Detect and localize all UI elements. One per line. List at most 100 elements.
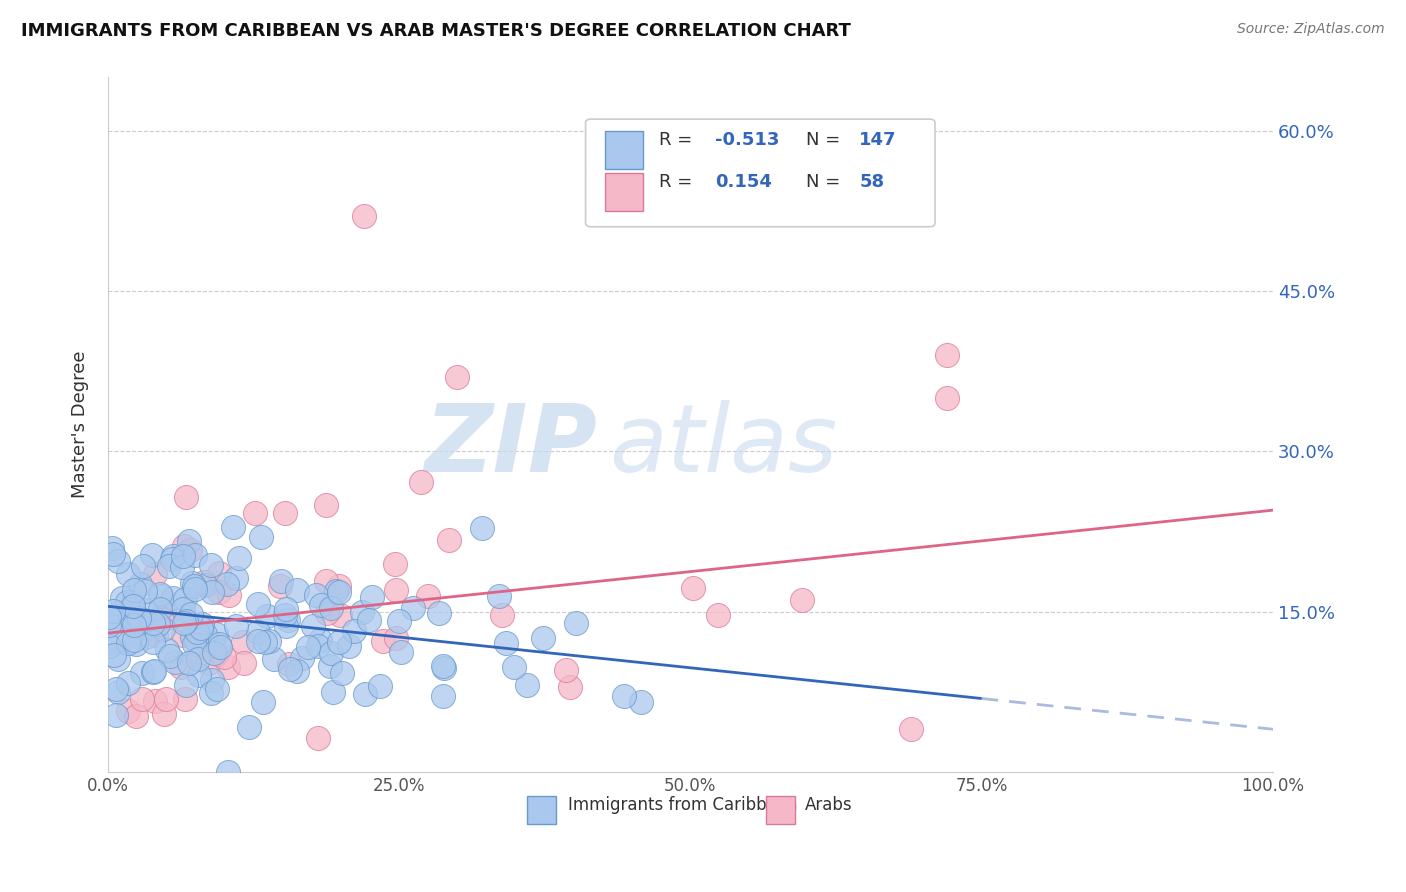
Point (215, 577, 238, 591)
Point (155, 692, 177, 706)
Point (122, 617, 145, 632)
Point (162, 591, 184, 605)
Point (315, 499, 337, 513)
Point (187, 652, 209, 666)
Point (297, 640, 319, 654)
Point (208, 584, 231, 599)
Point (217, 764, 239, 779)
FancyBboxPatch shape (527, 797, 557, 824)
Point (388, 614, 411, 628)
Point (353, 210, 375, 224)
Text: N =: N = (806, 172, 845, 191)
Point (103, 648, 125, 663)
Point (104, 707, 127, 722)
Point (172, 560, 194, 574)
Point (173, 592, 195, 607)
Point (205, 627, 228, 641)
Text: Source: ZipAtlas.com: Source: ZipAtlas.com (1237, 22, 1385, 37)
Point (179, 657, 201, 671)
Text: atlas: atlas (609, 400, 837, 491)
Point (122, 633, 145, 648)
Point (285, 665, 308, 679)
Point (437, 533, 460, 548)
Point (277, 657, 299, 671)
Point (157, 559, 180, 574)
Point (247, 633, 270, 648)
Point (682, 581, 704, 595)
Point (792, 593, 814, 607)
Point (558, 681, 581, 695)
Point (100, 541, 122, 555)
Point (402, 601, 425, 615)
Point (222, 520, 245, 534)
Point (107, 652, 129, 666)
Point (495, 635, 517, 649)
FancyBboxPatch shape (585, 120, 935, 227)
Point (225, 618, 247, 632)
Point (256, 609, 278, 624)
Point (307, 731, 329, 745)
Point (208, 566, 231, 580)
Point (142, 634, 165, 648)
Point (117, 636, 139, 650)
Point (125, 709, 148, 723)
Point (149, 589, 172, 603)
Point (385, 631, 408, 645)
Point (491, 608, 513, 623)
Point (107, 684, 129, 698)
Point (228, 550, 250, 565)
Point (246, 624, 269, 639)
Point (184, 548, 207, 562)
Point (174, 490, 197, 504)
Point (104, 681, 127, 696)
Point (309, 599, 332, 613)
Text: 0.154: 0.154 (714, 172, 772, 191)
Point (172, 549, 194, 563)
Point (319, 646, 342, 660)
Text: N =: N = (806, 131, 845, 149)
Point (900, 723, 922, 737)
Point (173, 616, 195, 631)
Point (354, 687, 377, 701)
Point (291, 651, 314, 665)
Point (247, 597, 270, 611)
Point (98, 618, 121, 632)
Point (263, 651, 285, 665)
Point (218, 588, 240, 602)
Point (274, 602, 297, 616)
Point (149, 602, 172, 616)
Point (384, 557, 406, 571)
Point (385, 583, 408, 598)
Text: Immigrants from Caribbean: Immigrants from Caribbean (568, 797, 797, 814)
Point (389, 645, 412, 659)
Point (194, 577, 217, 591)
Point (217, 660, 239, 674)
Point (432, 658, 454, 673)
Point (142, 665, 165, 679)
Point (935, 391, 957, 405)
Point (143, 665, 166, 679)
Point (145, 622, 167, 636)
Point (316, 606, 339, 620)
Point (208, 637, 231, 651)
Text: R =: R = (659, 131, 697, 149)
Point (257, 633, 280, 648)
Point (254, 635, 277, 649)
Point (273, 607, 295, 622)
Point (184, 582, 207, 596)
Point (174, 692, 197, 706)
Point (117, 566, 139, 581)
Point (108, 635, 131, 649)
Text: IMMIGRANTS FROM CARIBBEAN VS ARAB MASTER'S DEGREE CORRELATION CHART: IMMIGRANTS FROM CARIBBEAN VS ARAB MASTER… (21, 22, 851, 40)
Point (315, 574, 337, 588)
Point (205, 681, 228, 696)
Point (502, 660, 524, 674)
Point (197, 656, 219, 670)
Point (330, 665, 353, 680)
Point (190, 621, 212, 635)
Point (183, 579, 205, 593)
Point (531, 631, 554, 645)
Point (301, 619, 323, 633)
Point (516, 678, 538, 692)
Point (98, 609, 121, 624)
